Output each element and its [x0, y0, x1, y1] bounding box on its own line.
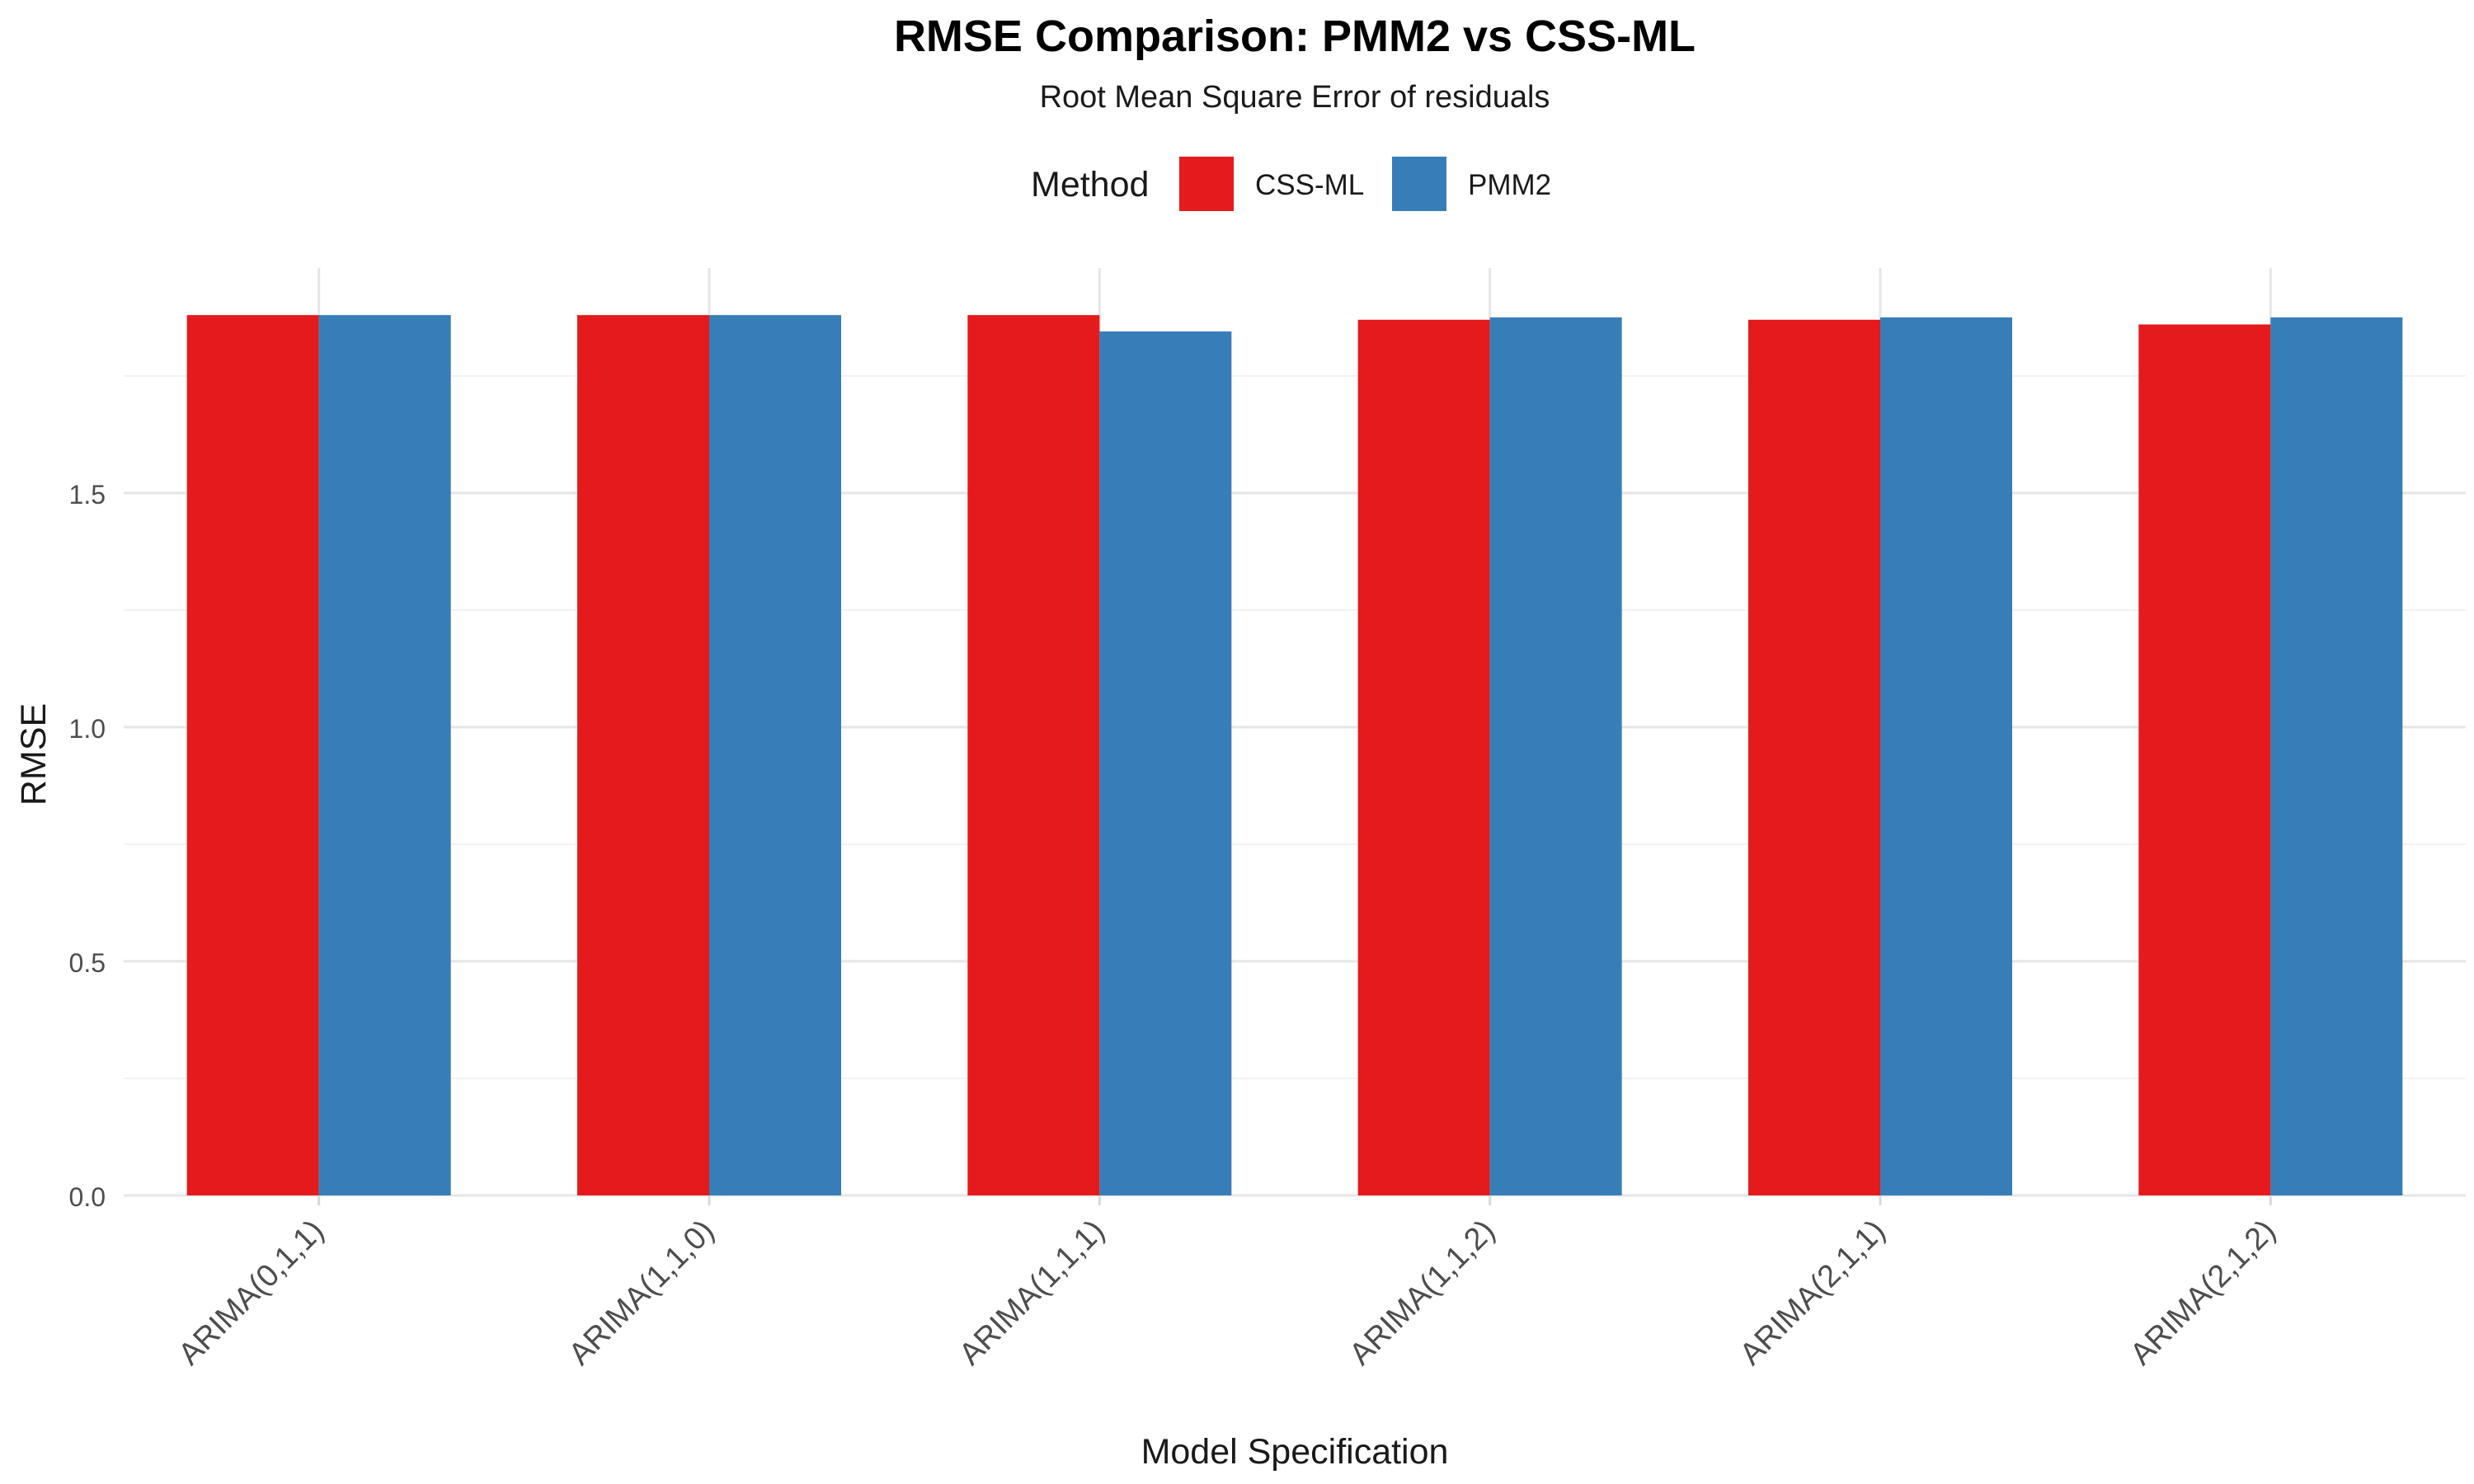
- legend-swatch-css-ml: [1179, 157, 1234, 211]
- y-axis-title: RMSE: [14, 703, 54, 805]
- legend-label-pmm2: PMM2: [1468, 169, 1551, 201]
- bar-pmm2-4: [1489, 317, 1622, 1195]
- legend-swatch-pmm2: [1392, 157, 1446, 211]
- bar-css-ml-4: [1357, 319, 1490, 1196]
- bar-pmm2-5: [1880, 317, 2012, 1195]
- x-tick-label: ARIMA(1,1,1): [952, 1214, 1111, 1372]
- y-tick-label: 0.5: [69, 948, 106, 978]
- chart-subtitle: Root Mean Square Error of residuals: [1040, 80, 1550, 115]
- bar-css-ml-3: [967, 315, 1100, 1195]
- y-tick-label: 0.0: [69, 1182, 106, 1212]
- y-tick-label: 1.5: [69, 480, 106, 510]
- legend: Method CSS-ML PMM2: [1031, 157, 1551, 211]
- bar-css-ml-1: [186, 315, 319, 1195]
- chart-title: RMSE Comparison: PMM2 vs CSS-ML: [894, 12, 1696, 61]
- x-tick-label: ARIMA(2,1,1): [1733, 1214, 1892, 1372]
- bar-css-ml-2: [577, 315, 709, 1195]
- bar-pmm2-3: [1099, 331, 1232, 1195]
- bar-css-ml-6: [2138, 324, 2271, 1195]
- x-tick-label: ARIMA(1,1,2): [1343, 1214, 1502, 1372]
- grid-lines: [124, 268, 2466, 1197]
- bar-pmm2-2: [709, 315, 841, 1195]
- y-tick-label: 1.0: [69, 714, 106, 744]
- legend-title: Method: [1031, 165, 1149, 204]
- bar-pmm2-1: [318, 315, 451, 1195]
- x-tick-label: ARIMA(0,1,1): [172, 1214, 331, 1372]
- bar-pmm2-6: [2270, 317, 2403, 1195]
- legend-label-css-ml: CSS-ML: [1255, 169, 1364, 201]
- bars: [186, 315, 2403, 1196]
- bar-css-ml-5: [1748, 319, 1880, 1196]
- x-tick-label: ARIMA(1,1,0): [562, 1214, 721, 1372]
- x-tick-label: ARIMA(2,1,2): [2124, 1214, 2282, 1372]
- x-axis-title: Model Specification: [1141, 1432, 1449, 1472]
